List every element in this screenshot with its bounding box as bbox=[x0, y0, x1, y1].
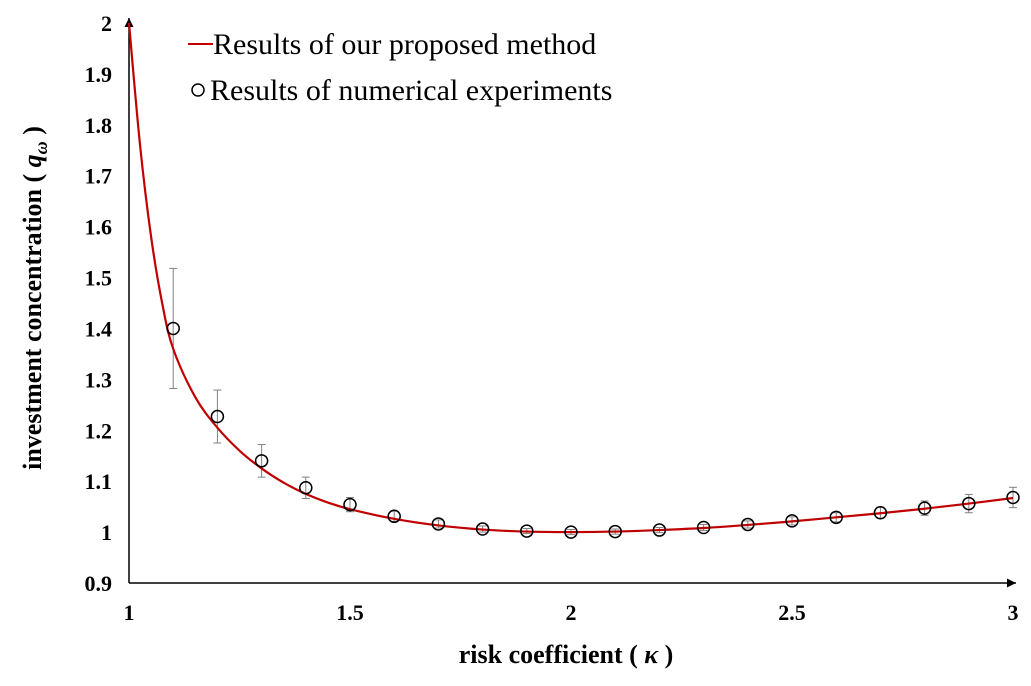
x-axis-title: risk coefficient ( κ ) bbox=[459, 640, 674, 669]
experiment-point bbox=[873, 505, 888, 520]
experiment-point bbox=[1006, 490, 1020, 505]
error-bar bbox=[213, 389, 222, 444]
experiment-markers bbox=[166, 321, 1020, 539]
experiment-point bbox=[520, 524, 534, 538]
experiment-point bbox=[696, 520, 711, 535]
x-tick-label: 2 bbox=[566, 600, 577, 625]
error-bar bbox=[257, 444, 266, 478]
y-tick-label: 0.9 bbox=[85, 571, 113, 596]
experiment-point bbox=[608, 524, 622, 539]
error-bars bbox=[169, 267, 1017, 536]
y-axis-title: investment concentration ( qω ) bbox=[18, 126, 51, 470]
x-tick-label: 3 bbox=[1008, 600, 1019, 625]
experiment-point bbox=[741, 517, 755, 532]
experiment-point bbox=[917, 501, 932, 515]
y-tick-label: 1.8 bbox=[85, 113, 113, 138]
y-tick-label: 1.7 bbox=[85, 164, 113, 189]
error-bar bbox=[434, 519, 443, 529]
experiment-point bbox=[343, 497, 357, 512]
x-tick-label: 1.5 bbox=[336, 600, 364, 625]
experiment-point bbox=[785, 514, 799, 528]
y-tick-label: 1.1 bbox=[85, 469, 113, 494]
y-tick-labels: 0.9 1 1.1 1.2 1.3 1.4 1.5 1.6 1.7 1.8 1.9 2 bbox=[85, 11, 113, 596]
fitted-curve bbox=[127, 22, 1014, 534]
y-tick-label: 1.6 bbox=[85, 215, 113, 240]
experiment-point bbox=[564, 525, 578, 539]
experiment-point bbox=[387, 509, 401, 524]
y-tick-label: 1 bbox=[101, 520, 112, 545]
experiment-point bbox=[962, 496, 976, 511]
legend: Results of our proposed method Results o… bbox=[188, 28, 612, 107]
experiment-point bbox=[210, 409, 225, 424]
y-tick-label: 1.5 bbox=[85, 266, 113, 291]
experiment-point bbox=[254, 454, 269, 468]
legend-label-experiments: Results of numerical experiments bbox=[210, 74, 612, 107]
legend-circle-swatch bbox=[191, 83, 205, 97]
error-bar bbox=[1009, 486, 1017, 509]
y-tick-label: 1.9 bbox=[85, 62, 113, 87]
legend-label-method: Results of our proposed method bbox=[213, 28, 596, 61]
x-tick-labels: 1 1.5 2 2.5 3 bbox=[124, 600, 1019, 625]
experiment-point bbox=[475, 522, 490, 536]
y-tick-label: 1.3 bbox=[85, 367, 113, 392]
experiment-point bbox=[829, 510, 843, 525]
x-tick-label: 1 bbox=[124, 600, 135, 625]
experiment-point bbox=[652, 523, 667, 537]
x-tick-label: 2.5 bbox=[778, 600, 806, 625]
y-tick-label: 1.4 bbox=[85, 316, 113, 341]
y-tick-label: 2 bbox=[101, 11, 112, 36]
experiment-point bbox=[166, 321, 180, 336]
experiment-point bbox=[431, 517, 446, 531]
y-tick-label: 1.2 bbox=[85, 418, 113, 443]
experiment-point bbox=[299, 481, 313, 495]
error-bar bbox=[169, 267, 178, 390]
